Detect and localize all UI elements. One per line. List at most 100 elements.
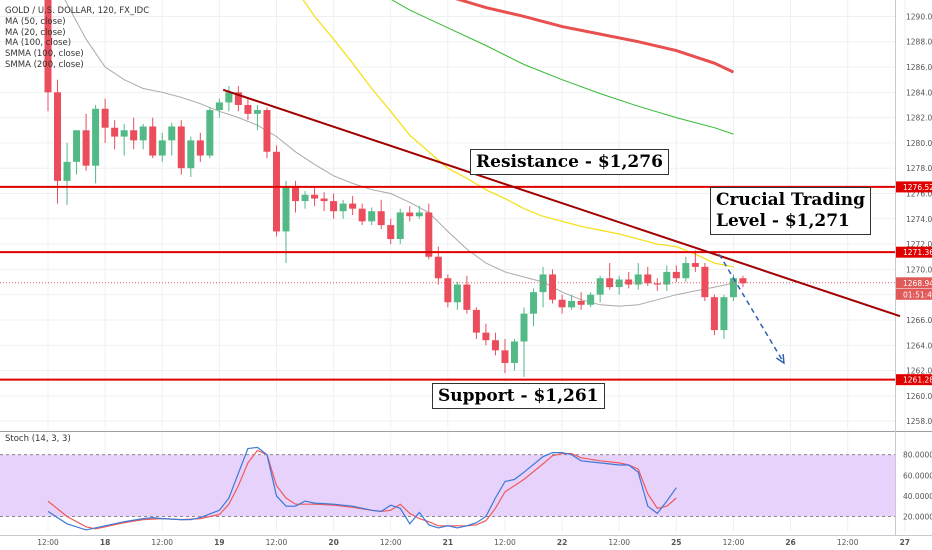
candle: [549, 269, 557, 304]
price-tick-label: 1258.00: [906, 417, 932, 426]
candle: [739, 275, 747, 288]
time-tick-label: 12:00: [608, 538, 630, 547]
price-axis: 1258.00 1260.00 1262.00 1264.00 1266.00 1268.…: [896, 12, 932, 522]
candle: [168, 122, 176, 156]
candle-body: [558, 299, 566, 308]
candle: [520, 307, 528, 377]
candle-body: [653, 283, 661, 285]
candle: [644, 266, 652, 286]
grid: [0, 0, 906, 532]
price-tick-label: 1278.00: [906, 164, 932, 173]
candles: [44, 0, 747, 377]
candle: [710, 294, 718, 336]
candle: [282, 180, 290, 264]
price-tick-label: 1274.00: [906, 215, 932, 224]
candle-body: [491, 340, 499, 351]
time-tick-label: 12:00: [837, 538, 859, 547]
time-tick-label: 27: [900, 538, 910, 547]
candle-body: [349, 203, 357, 209]
candle-body: [358, 208, 366, 222]
indicator-ma100: MA (100, close): [5, 38, 72, 49]
time-tick-label: 22: [557, 538, 567, 547]
candle: [615, 275, 623, 295]
candle-body: [739, 278, 747, 284]
stoch-tick-label: 40.0000: [903, 492, 932, 501]
candle-body: [272, 151, 280, 232]
time-tick-label: 12:00: [723, 538, 745, 547]
candle-body: [387, 225, 395, 240]
candle-body: [73, 130, 81, 162]
time-axis: 12:00 18 12:00 19 12:00 20 12:00 21 12:00 22 12:00…: [37, 538, 910, 547]
candle: [196, 132, 204, 162]
candle-body: [587, 294, 595, 305]
level-tag: [896, 181, 932, 193]
level-tag: [896, 246, 932, 258]
price-tick-label: 1260.00: [906, 392, 932, 401]
candle-body: [634, 274, 642, 285]
candle: [510, 338, 518, 371]
level-tag-label: 1271.36: [903, 248, 932, 257]
candle: [292, 180, 300, 213]
candle: [272, 145, 280, 237]
candle-body: [472, 309, 480, 333]
indicator-smma200: SMMA (200, close): [5, 59, 84, 70]
candle: [244, 98, 252, 121]
candle-body: [520, 313, 528, 342]
candle-body: [111, 127, 119, 137]
candle-body: [63, 161, 71, 181]
candle: [368, 207, 376, 226]
candle-body: [444, 278, 452, 303]
candle-body: [625, 279, 633, 285]
candle-body: [139, 126, 147, 141]
candle-body: [568, 301, 576, 308]
price-tick-label: 1270.00: [906, 265, 932, 274]
candle-body: [244, 104, 252, 114]
countdown-tag: [896, 288, 932, 300]
candle: [530, 288, 538, 327]
stoch-tick-label: 60.0000: [903, 471, 932, 480]
price-tick-label: 1284.00: [906, 88, 932, 97]
candle-body: [501, 350, 509, 363]
candle: [101, 98, 109, 143]
candle-body: [92, 108, 100, 166]
candle-body: [54, 92, 62, 181]
candle-body: [530, 292, 538, 314]
time-tick-label: 21: [443, 538, 453, 547]
candle-body: [177, 126, 185, 169]
candle-body: [577, 301, 585, 305]
candle: [568, 294, 576, 310]
candle: [301, 190, 309, 209]
time-tick-label: 25: [671, 538, 681, 547]
candle-body: [253, 110, 261, 114]
candle: [682, 256, 690, 283]
price-tick-label: 1288.00: [906, 38, 932, 47]
candle: [139, 123, 147, 150]
candle-body: [44, 0, 52, 93]
candle: [672, 265, 680, 283]
crucial-level-line2: Level - $1,271: [716, 211, 850, 231]
candle-body: [434, 256, 442, 279]
candle: [653, 278, 661, 291]
candle: [387, 218, 395, 245]
candle: [149, 117, 157, 159]
smma100-line: [391, 0, 734, 135]
candle-body: [149, 126, 157, 156]
resistance-annotation: Resistance - $1,276: [470, 149, 669, 175]
current-price-tag-label: 1268.94: [903, 279, 932, 288]
stochastic-pane: [0, 446, 895, 531]
price-tick-label: 1262.00: [906, 367, 932, 376]
candle: [577, 292, 585, 310]
candle-body: [539, 274, 547, 293]
candle: [82, 113, 90, 171]
candle: [587, 292, 595, 308]
moving-averages: [64, 0, 735, 307]
projection-arrow-head: [775, 353, 785, 365]
candle: [396, 208, 404, 245]
ma20-line: [64, 0, 734, 307]
indicator-smma100: SMMA (100, close): [5, 49, 84, 60]
candle-body: [120, 130, 128, 137]
candle-body: [615, 279, 623, 288]
candle: [558, 294, 566, 314]
indicator-ma50: MA (50, close): [5, 16, 66, 27]
